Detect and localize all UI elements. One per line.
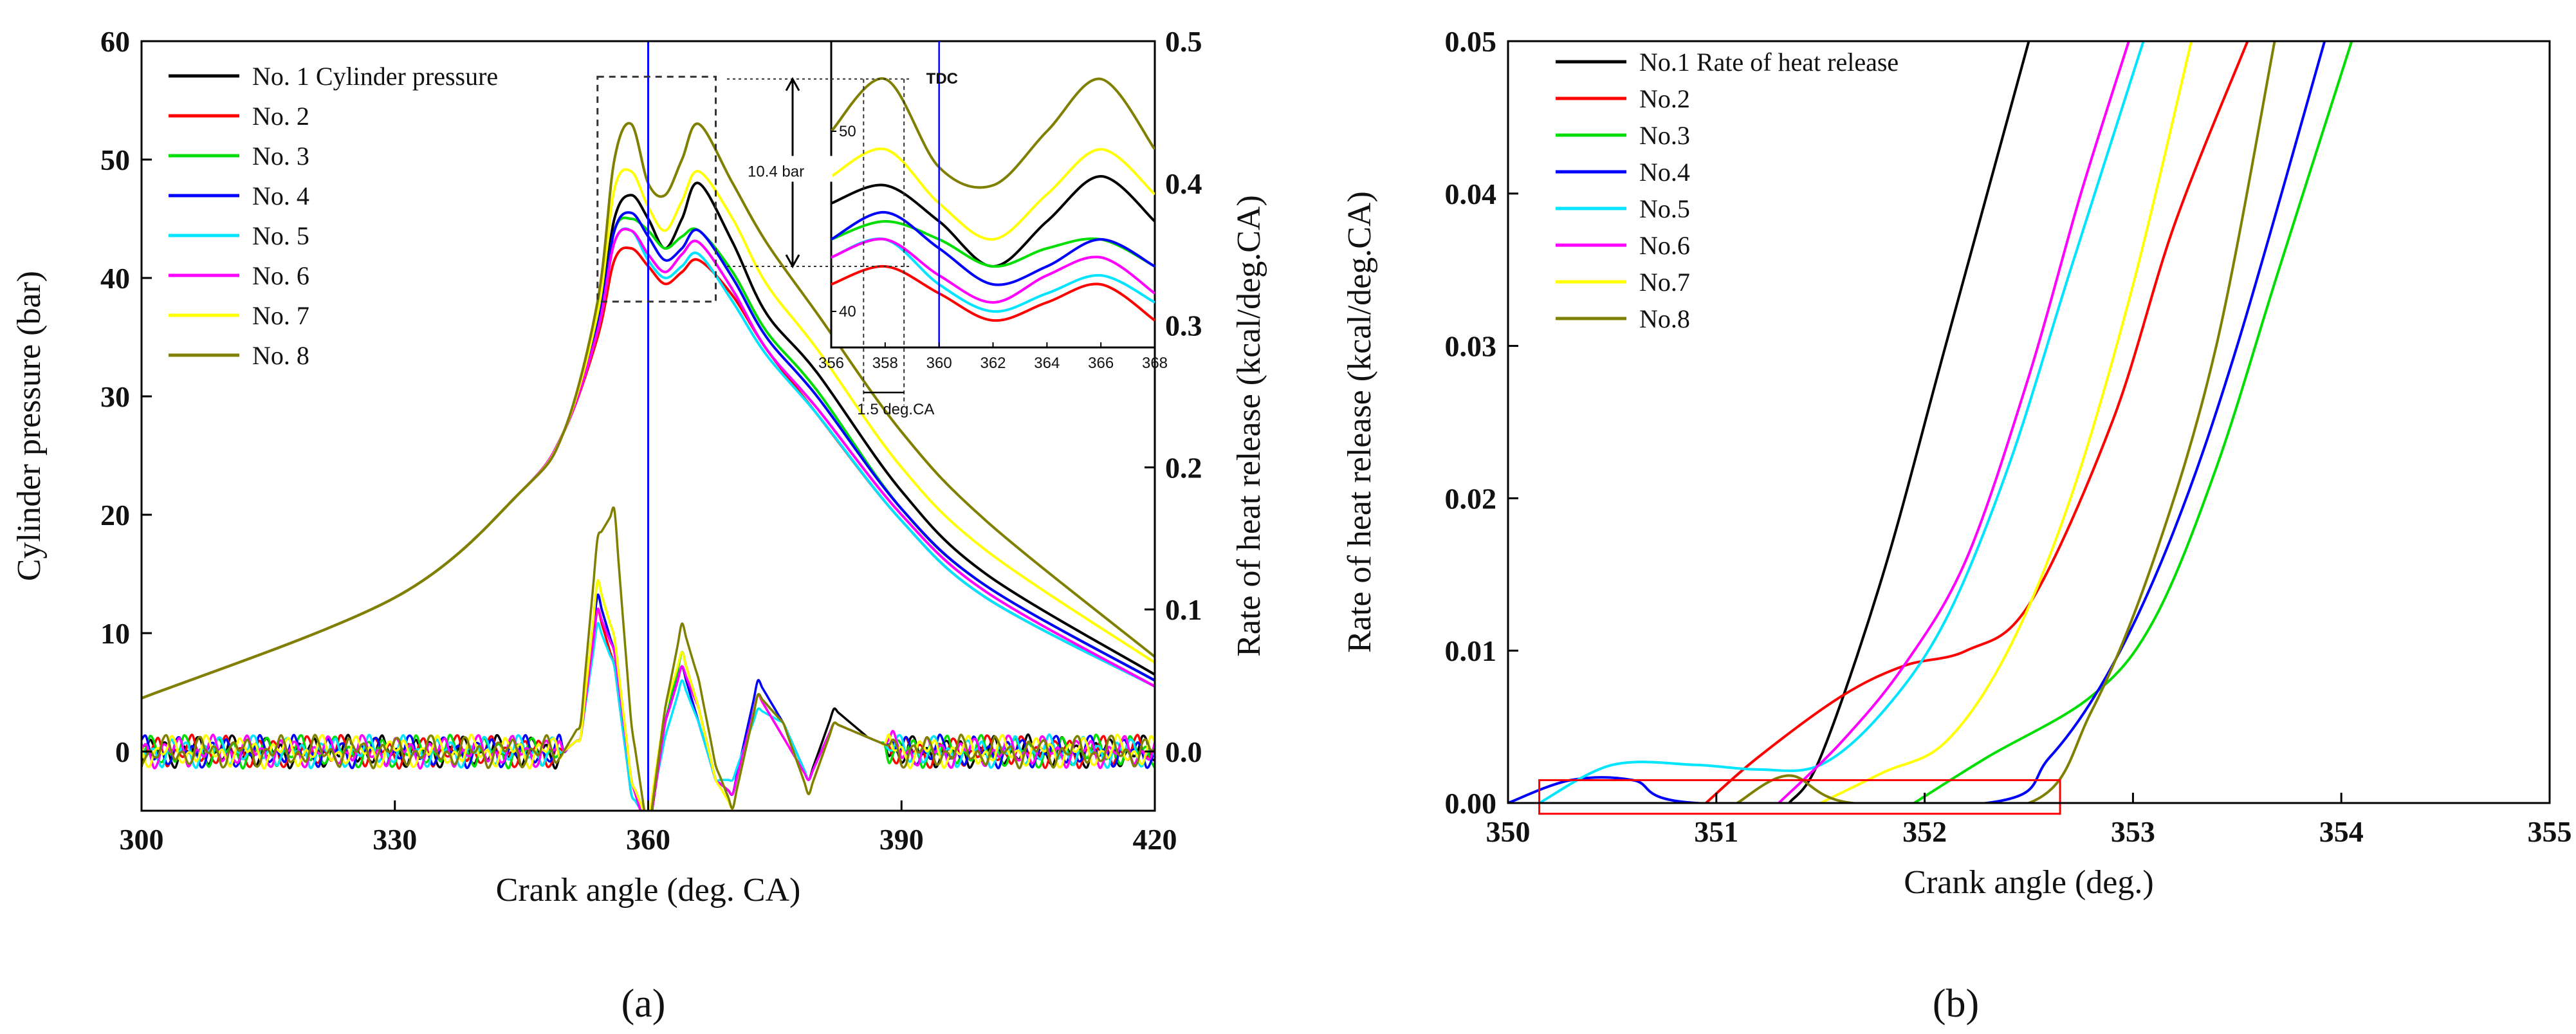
inset-x-tick-label: 366 <box>1088 355 1114 372</box>
legend-b-label-3: No.3 <box>1639 121 1690 150</box>
inset-peak-label-bg <box>745 156 833 182</box>
inset-x-tick-label: 368 <box>1142 355 1168 372</box>
inset-y-tick-label: 50 <box>839 123 856 140</box>
legend-b-label-2: No.2 <box>1639 84 1690 113</box>
legend-b-label-1: No.1 Rate of heat release <box>1639 48 1899 77</box>
rohr-line-5 <box>1538 41 2145 803</box>
rohr-line-7 <box>1819 41 2193 803</box>
y2-axis-title: Rate of heat release (kcal/deg.CA) <box>1231 195 1267 657</box>
inset-peak-arrowhead-top <box>785 77 800 91</box>
x-tick-label: 352 <box>1902 815 1947 848</box>
inset-x-tick-label: 364 <box>1034 355 1060 372</box>
inset-tdc-label: TDC <box>926 70 958 88</box>
legend-b-label-4: No.4 <box>1639 158 1690 187</box>
legend-a-label-3: No. 3 <box>252 142 309 171</box>
rohr-line-4 <box>1508 41 2326 803</box>
y-axis-title: Cylinder pressure (bar) <box>11 271 48 581</box>
legend-a-label-2: No. 2 <box>252 102 309 131</box>
x-tick-label: 353 <box>2111 815 2155 848</box>
legend-b-label-7: No.7 <box>1639 268 1690 297</box>
rohr-line-1 <box>1788 41 2030 803</box>
y-tick-label: 0.02 <box>1445 482 1497 515</box>
inset-peak-label: 10.4 bar <box>748 163 804 180</box>
x-axis-title: Crank angle (deg.) <box>1904 864 2153 901</box>
inset-x-tick-label: 358 <box>872 355 898 372</box>
x-tick-label: 420 <box>1133 823 1177 856</box>
legend-b-label-8: No.8 <box>1639 304 1690 333</box>
rohr-line-2 <box>1705 41 2249 803</box>
y-tick-label: 20 <box>100 499 130 531</box>
inset-x-tick-label: 360 <box>926 355 952 372</box>
panel-a: 300 330 360 390 420 0 10 20 30 40 50 60 0.0 0.1 0.2 0.3… <box>11 25 1267 909</box>
rohr-line-3 <box>1913 41 2353 803</box>
x-tick-label: 300 <box>120 823 164 856</box>
highlight-box <box>1538 779 2061 815</box>
zoom-box <box>596 75 717 303</box>
y2-tick-label: 0.5 <box>1165 25 1202 58</box>
legend-b-label-6: No.6 <box>1639 231 1690 260</box>
hrr-line-2 <box>142 607 1155 811</box>
y2-tick-label: 0.1 <box>1165 593 1202 626</box>
y-tick-label: 0.03 <box>1445 330 1497 363</box>
legend-b-label-5: No.5 <box>1639 194 1690 223</box>
legend-a-label-4: No. 4 <box>252 181 309 210</box>
inset-x-tick-label: 356 <box>818 355 844 372</box>
pressure-line-8 <box>142 122 1155 700</box>
x-tick-label: 351 <box>1694 815 1738 848</box>
y-tick-label: 30 <box>100 380 130 413</box>
inset-frame <box>830 40 1156 349</box>
y-tick-label: 40 <box>100 262 130 295</box>
y2-tick-label: 0.2 <box>1165 451 1202 484</box>
inset-phase-label: 1.5 deg.CA <box>857 401 934 418</box>
plot-frame-b <box>1507 40 2551 804</box>
rohr-line-6 <box>1778 41 2130 803</box>
y-tick-label: 60 <box>100 25 130 58</box>
y-tick-label: 50 <box>100 143 130 176</box>
y2-tick-label: 0.0 <box>1165 735 1202 768</box>
legend-a-label-5: No. 5 <box>252 221 309 250</box>
legend-a-label-1: No. 1 Cylinder pressure <box>252 62 498 91</box>
panel-b: 350 351 352 353 354 355 0.00 0.01 0.02 0.03 0.04 0.… <box>1341 25 2572 901</box>
inset-y-tick-label: 40 <box>839 303 856 320</box>
inset-line-4 <box>831 210 1155 286</box>
y-tick-label: 10 <box>100 617 130 650</box>
y-tick-label: 0.00 <box>1445 787 1497 820</box>
inset-peak-arrowhead-bottom <box>785 254 800 269</box>
panel-a-label: (a) <box>621 982 666 1026</box>
inset-line-7 <box>831 147 1155 241</box>
inset-line-6 <box>831 237 1155 304</box>
y-tick-label: 0.01 <box>1445 634 1497 667</box>
x-axis-title: Crank angle (deg. CA) <box>496 872 801 909</box>
rohr-line-8 <box>1736 41 2276 803</box>
x-tick-label: 350 <box>1486 815 1531 848</box>
panel-b-label: (b) <box>1933 982 1979 1026</box>
x-tick-label: 330 <box>373 823 417 856</box>
y-tick-label: 0 <box>115 735 130 768</box>
y2-tick-label: 0.3 <box>1165 309 1202 342</box>
inset-x-tick-label: 362 <box>980 355 1006 372</box>
y-tick-label: 0.04 <box>1445 178 1497 210</box>
hrr-line-8 <box>142 506 1155 811</box>
legend-a-label-7: No. 7 <box>252 301 309 330</box>
y2-tick-label: 0.4 <box>1165 167 1202 200</box>
x-tick-label: 354 <box>2319 815 2364 848</box>
y-tick-label: 0.05 <box>1445 25 1497 58</box>
hrr-line-7 <box>142 579 1155 811</box>
legend-a-label-6: No. 6 <box>252 261 309 290</box>
x-tick-label: 390 <box>879 823 924 856</box>
legend-a-label-8: No. 8 <box>252 341 309 370</box>
x-tick-label: 360 <box>626 823 670 856</box>
x-tick-label: 355 <box>2528 815 2572 848</box>
y-axis-title: Rate of heat release (kcal/deg.CA) <box>1341 191 1378 653</box>
